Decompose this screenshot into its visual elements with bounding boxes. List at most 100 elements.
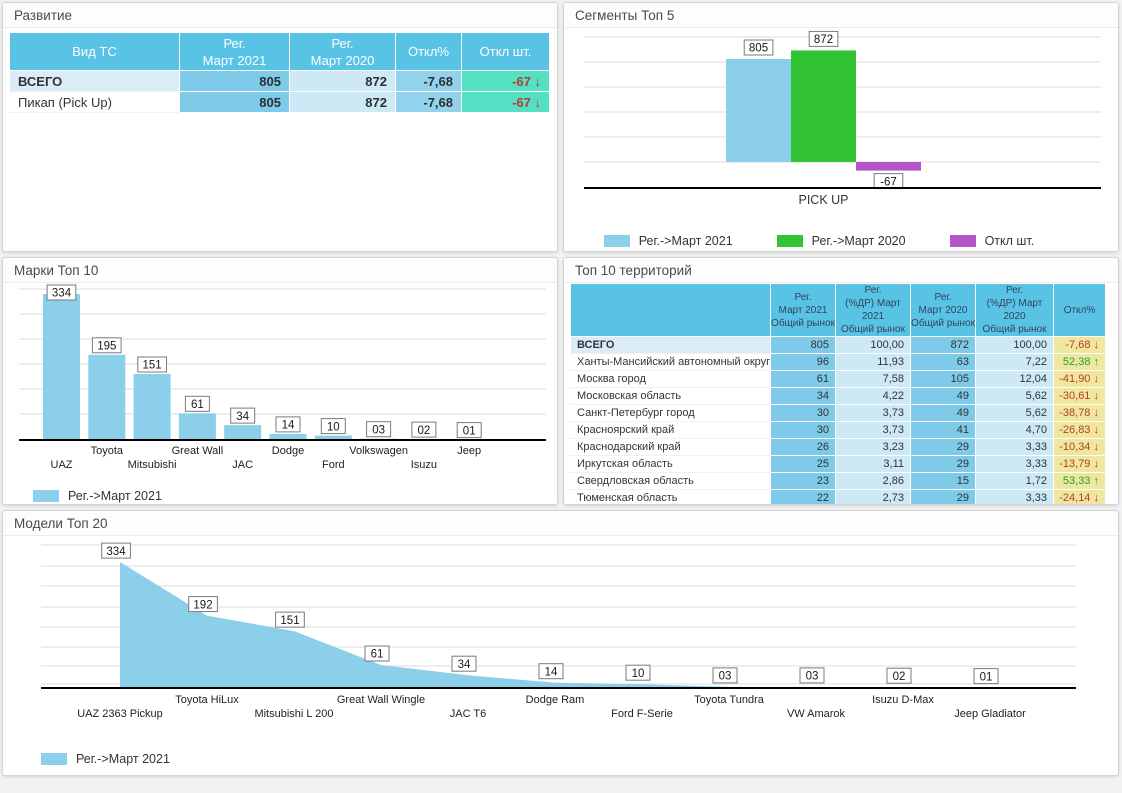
row-label[interactable]: Красноярский край: [570, 421, 771, 439]
cell-share-2020[interactable]: 5,62: [975, 387, 1054, 405]
data-label: 151: [143, 360, 162, 372]
cell-dev-pct[interactable]: 53,33 ↑: [1053, 472, 1106, 490]
bar-Dodge[interactable]: [269, 433, 307, 440]
legend-item[interactable]: Рег.->Март 2021: [41, 752, 170, 766]
category-label: Ford: [322, 459, 345, 471]
down-arrow-icon: ↓: [1090, 424, 1099, 436]
bar-UAZ[interactable]: [43, 294, 80, 440]
cell-dev-pct[interactable]: -13,79 ↓: [1053, 455, 1106, 473]
cell-dev-pct[interactable]: -41,90 ↓: [1053, 370, 1106, 388]
cell-reg-2021[interactable]: 34: [770, 387, 836, 405]
cell-share-2020[interactable]: 3,33: [975, 455, 1054, 473]
cell-dev-units[interactable]: -67 ↓: [461, 91, 550, 113]
cell-share-2020[interactable]: 3,33: [975, 489, 1054, 504]
dev-units-value: -67: [512, 73, 531, 89]
cell-share-2020[interactable]: 1,72: [975, 472, 1054, 490]
bar-3[interactable]: [856, 162, 921, 171]
row-label[interactable]: Санкт-Петербург город: [570, 404, 771, 422]
cell-share-2021[interactable]: 4,22: [835, 387, 911, 405]
table-row: Московская область 34 4,22 49 5,62 -30,61 ↓: [570, 387, 1106, 405]
cell-share-2021[interactable]: 3,11: [835, 455, 911, 473]
cell-dev-pct[interactable]: -7,68: [395, 70, 462, 92]
data-label: 195: [97, 341, 116, 353]
cell-reg-2020[interactable]: 872: [289, 91, 396, 113]
cell-reg-2021[interactable]: 22: [770, 489, 836, 504]
cell-share-2021[interactable]: 11,93: [835, 353, 911, 371]
cell-reg-2021[interactable]: 25: [770, 455, 836, 473]
cell-share-2020[interactable]: 3,33: [975, 438, 1054, 456]
cell-reg-2020[interactable]: 63: [910, 353, 976, 371]
cell-dev-pct[interactable]: -26,83 ↓: [1053, 421, 1106, 439]
cell-reg-2020[interactable]: 29: [910, 455, 976, 473]
data-label-box: [91, 337, 122, 354]
cell-reg-2020[interactable]: 872: [289, 70, 396, 92]
bar-JAC[interactable]: [224, 425, 262, 440]
legend-item[interactable]: Рег.->Март 2020: [776, 234, 906, 248]
row-label[interactable]: Ханты-Мансийский автономный округ: [570, 353, 771, 371]
cell-reg-2021[interactable]: 805: [179, 70, 290, 92]
development-table: Вид ТС Рег. Март 2021 Рег. Март 2020 Откл% О…: [9, 32, 550, 113]
category-label: Isuzu D-Max: [872, 694, 934, 706]
row-label[interactable]: Краснодарский край: [570, 438, 771, 456]
segments-legend: Рег.->Март 2021 Рег.->Март 2020 Откл шт.: [564, 229, 1118, 251]
cell-share-2021[interactable]: 3,73: [835, 421, 911, 439]
cell-share-2021[interactable]: 3,23: [835, 438, 911, 456]
cell-dev-pct[interactable]: -24,14 ↓: [1053, 489, 1106, 504]
bar-1[interactable]: [726, 59, 791, 162]
bar-Ford[interactable]: [314, 435, 352, 440]
cell-share-2020[interactable]: 12,04: [975, 370, 1054, 388]
legend-item[interactable]: Рег.->Март 2021: [603, 234, 733, 248]
row-label[interactable]: ВСЕГО: [570, 336, 771, 354]
cell-share-2020[interactable]: 4,70: [975, 421, 1054, 439]
bar-Great Wall[interactable]: [178, 413, 216, 440]
legend-item[interactable]: Откл шт.: [949, 234, 1034, 248]
cell-reg-2020[interactable]: 29: [910, 489, 976, 504]
row-label[interactable]: Московская область: [570, 387, 771, 405]
cell-reg-2021[interactable]: 23: [770, 472, 836, 490]
cell-reg-2020[interactable]: 29: [910, 438, 976, 456]
area-series[interactable]: [120, 562, 990, 688]
panel-title-brands: Марки Топ 10: [3, 258, 557, 283]
bar-2[interactable]: [791, 50, 856, 162]
row-label[interactable]: Пикап (Pick Up): [9, 91, 180, 113]
cell-reg-2021[interactable]: 61: [770, 370, 836, 388]
row-label[interactable]: Тюменская область: [570, 489, 771, 504]
cell-share-2021[interactable]: 7,58: [835, 370, 911, 388]
cell-share-2021[interactable]: 2,73: [835, 489, 911, 504]
category-label: VW Amarok: [787, 708, 846, 720]
row-label[interactable]: Москва город: [570, 370, 771, 388]
cell-share-2020[interactable]: 7,22: [975, 353, 1054, 371]
cell-dev-pct[interactable]: -30,61 ↓: [1053, 387, 1106, 405]
cell-dev-pct[interactable]: 52,38 ↑: [1053, 353, 1106, 371]
cell-dev-pct[interactable]: -7,68: [395, 91, 462, 113]
cell-reg-2021[interactable]: 96: [770, 353, 836, 371]
cell-share-2021[interactable]: 3,73: [835, 404, 911, 422]
data-label: 14: [282, 420, 295, 432]
cell-share-2021[interactable]: 2,86: [835, 472, 911, 490]
legend-item[interactable]: Рег.->Март 2021: [33, 489, 162, 503]
cell-share-2020[interactable]: 5,62: [975, 404, 1054, 422]
cell-reg-2020[interactable]: 49: [910, 387, 976, 405]
bar-Mitsubishi[interactable]: [133, 374, 171, 440]
cell-dev-pct[interactable]: -38,78 ↓: [1053, 404, 1106, 422]
data-label: 151: [280, 615, 299, 627]
cell-share-2020[interactable]: 100,00: [975, 336, 1054, 354]
cell-reg-2020[interactable]: 41: [910, 421, 976, 439]
cell-reg-2021[interactable]: 30: [770, 421, 836, 439]
cell-reg-2020[interactable]: 105: [910, 370, 976, 388]
bar-Toyota[interactable]: [88, 354, 126, 440]
cell-reg-2021[interactable]: 805: [770, 336, 836, 354]
cell-dev-units[interactable]: -67 ↓: [461, 70, 550, 92]
row-label[interactable]: ВСЕГО: [9, 70, 180, 92]
cell-reg-2020[interactable]: 49: [910, 404, 976, 422]
cell-reg-2020[interactable]: 15: [910, 472, 976, 490]
cell-reg-2020[interactable]: 872: [910, 336, 976, 354]
cell-dev-pct[interactable]: -10,34 ↓: [1053, 438, 1106, 456]
row-label[interactable]: Свердловская область: [570, 472, 771, 490]
cell-reg-2021[interactable]: 30: [770, 404, 836, 422]
row-label[interactable]: Иркутская область: [570, 455, 771, 473]
cell-dev-pct[interactable]: -7,68 ↓: [1053, 336, 1106, 354]
cell-reg-2021[interactable]: 805: [179, 91, 290, 113]
cell-share-2021[interactable]: 100,00: [835, 336, 911, 354]
cell-reg-2021[interactable]: 26: [770, 438, 836, 456]
